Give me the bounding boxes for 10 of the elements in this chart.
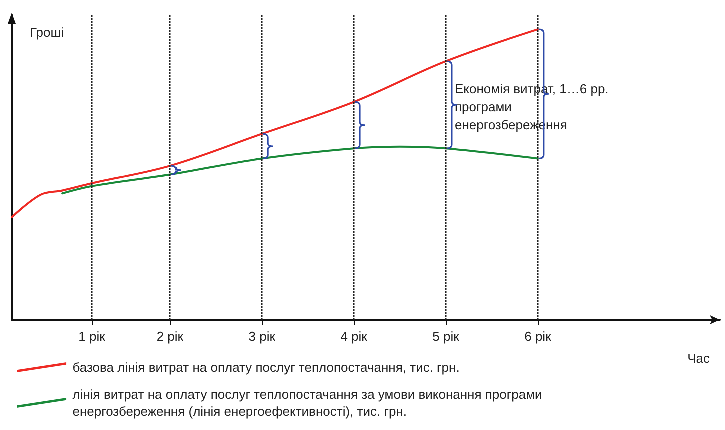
legend-label: лінія витрат на оплату послуг теплопостачання за умови виконання програми енергозбереження (лінія енергоефективності), тис. грн. (72, 387, 546, 419)
x-tick-label: 5 рік (432, 329, 460, 344)
x-tick-label: 6 рік (524, 329, 552, 344)
x-tick-label: 4 рік (340, 329, 368, 344)
x-axis-title: Час (688, 351, 710, 366)
x-tick-label: 1 рік (78, 329, 106, 344)
x-tick-label: 2 рік (156, 329, 184, 344)
y-axis-title: Гроші (30, 25, 64, 40)
x-tick-label: 3 рік (248, 329, 276, 344)
legend-label: базова лінія витрат на оплату послуг теплопостачання, тис. грн. (72, 360, 460, 375)
